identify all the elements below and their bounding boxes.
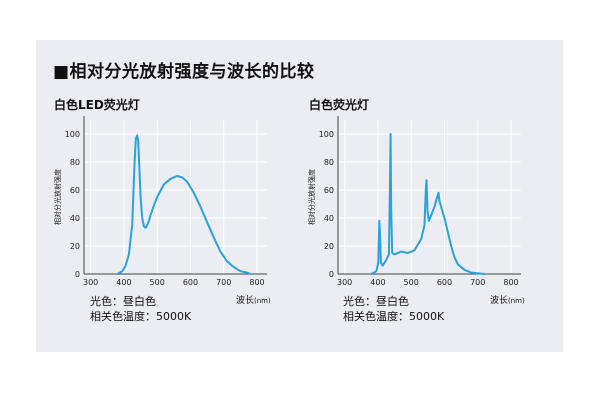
page-title: ■相对分光放射强度与波长的比较 (53, 62, 315, 82)
chart-1-xlabel: 波长(nm) (236, 296, 271, 306)
y-tick-label: 80 (324, 158, 334, 167)
chart-1-info: 光色：昼白色 相关色温度：5000K (90, 294, 191, 324)
x-tick-label: 400 (116, 278, 131, 287)
x-tick-label: 600 (183, 278, 198, 287)
y-axis-label: 相对分光放射强度 (307, 169, 316, 225)
y-tick-label: 60 (70, 186, 80, 195)
y-tick-label: 80 (70, 158, 80, 167)
y-tick-label: 20 (324, 242, 334, 251)
x-tick-label: 700 (470, 278, 485, 287)
y-tick-label: 0 (75, 270, 80, 279)
spectrum-line (116, 134, 252, 275)
chart-1-light-color: 光色：昼白色 (90, 295, 156, 308)
y-tick-label: 60 (324, 186, 334, 195)
y-axis-label: 相对分光放射强度 (53, 169, 62, 225)
chart-1-color-temperature: 相关色温度：5000K (90, 310, 192, 323)
x-tick-label: 500 (150, 278, 165, 287)
x-tick-label: 500 (404, 278, 419, 287)
y-tick-label: 100 (65, 130, 80, 139)
x-tick-label: 700 (216, 278, 231, 287)
chart-1-title: 白色LED荧光灯 (54, 98, 140, 112)
y-tick-label: 100 (319, 130, 334, 139)
y-tick-label: 40 (324, 214, 334, 223)
chart-2-light-color: 光色：昼白色 (343, 295, 409, 308)
y-tick-label: 20 (70, 242, 80, 251)
spectrum-line (370, 133, 486, 275)
x-tick-label: 600 (437, 278, 452, 287)
chart-2-xlabel: 波长(nm) (490, 296, 525, 306)
chart-2-color-temperature: 相关色温度：5000K (343, 310, 445, 323)
x-tick-label: 800 (503, 278, 518, 287)
chart-2-title: 白色荧光灯 (309, 98, 370, 112)
chart-2-info: 光色：昼白色 相关色温度：5000K (343, 294, 444, 324)
x-tick-label: 400 (370, 278, 385, 287)
x-tick-label: 300 (83, 278, 98, 287)
x-tick-label: 300 (337, 278, 352, 287)
y-tick-label: 0 (329, 270, 334, 279)
x-tick-label: 800 (249, 278, 264, 287)
y-tick-label: 40 (70, 214, 80, 223)
